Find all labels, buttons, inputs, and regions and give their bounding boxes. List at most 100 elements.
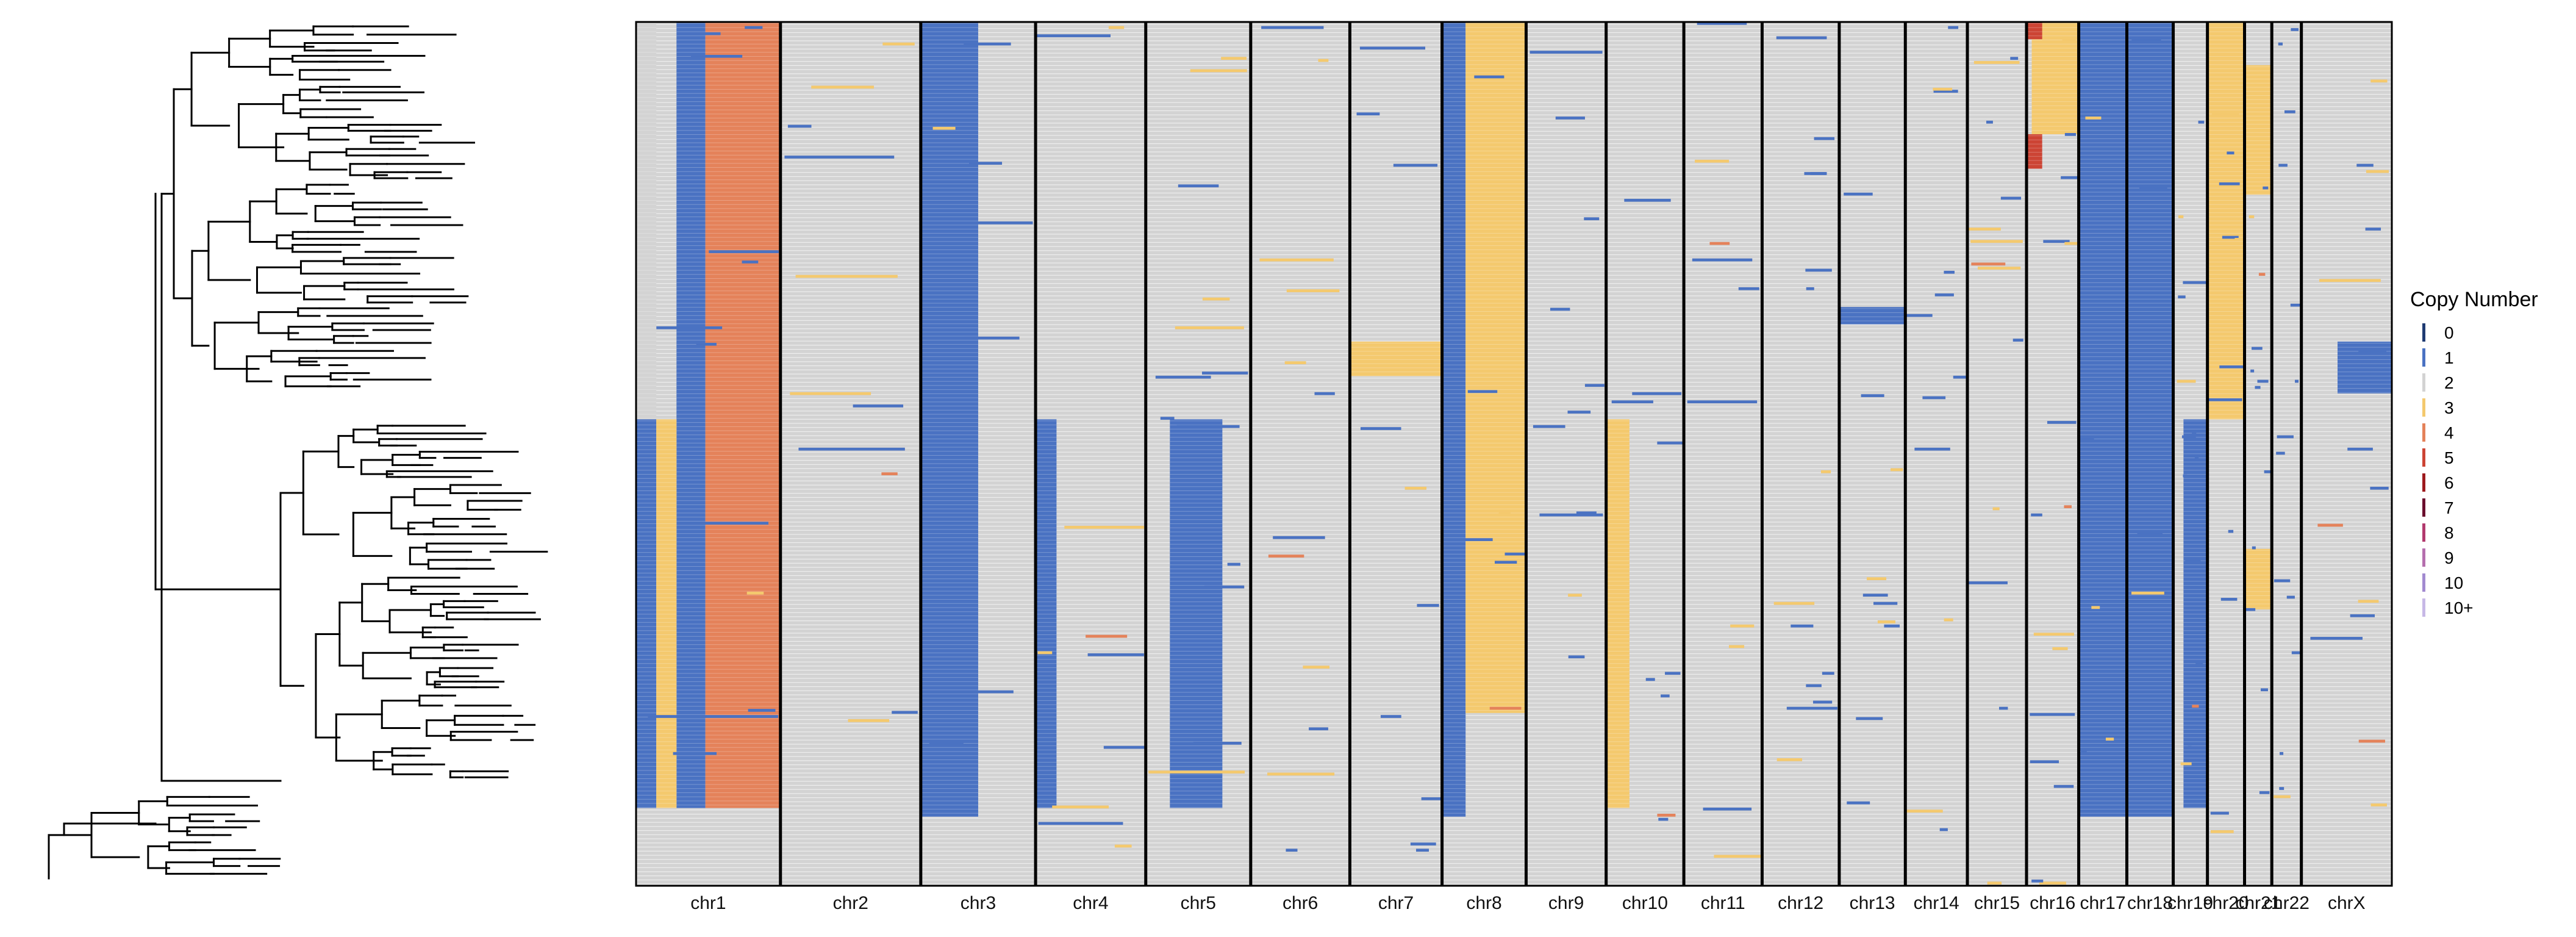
cn-block-row xyxy=(636,766,657,767)
cn-block-row xyxy=(2127,500,2174,501)
cn-block-row xyxy=(1170,523,1223,524)
cn-block-row xyxy=(1465,68,1526,70)
cn-block-row xyxy=(920,623,978,625)
sporadic-event xyxy=(1533,425,1565,428)
sporadic-event xyxy=(2145,414,2155,418)
cn-block-row xyxy=(2244,107,2272,109)
cn-block-row xyxy=(920,27,978,28)
cn-block-row xyxy=(656,531,677,533)
cn-block-row xyxy=(705,558,781,559)
cn-block-row xyxy=(920,631,978,633)
cn-block-row xyxy=(2127,623,2174,625)
cn-block-row xyxy=(636,478,657,479)
sporadic-event xyxy=(1227,562,1240,566)
cn-block-row xyxy=(1170,630,1223,631)
legend-entry-6: 6 xyxy=(2422,473,2454,492)
cn-block-row xyxy=(1442,385,1466,386)
cn-block-row xyxy=(705,747,781,748)
cn-block-row xyxy=(676,237,706,238)
cn-block-row xyxy=(705,23,781,24)
cn-block-row xyxy=(2031,27,2079,28)
sporadic-event xyxy=(673,752,717,755)
phylogenetic-tree xyxy=(48,25,548,880)
sporadic-event xyxy=(2105,209,2117,212)
cn-block-row xyxy=(2127,792,2174,793)
cn-block-row xyxy=(920,204,978,205)
cn-block-row xyxy=(1465,232,1526,234)
cn-block-row xyxy=(636,130,657,131)
cn-block-row xyxy=(1465,167,1526,168)
cn-block-row xyxy=(636,741,657,742)
cn-block-row xyxy=(676,734,706,736)
cn-block-row xyxy=(705,434,781,436)
cn-block-row xyxy=(705,237,781,238)
cn-block-row xyxy=(920,274,978,275)
cn-block-row xyxy=(656,544,677,545)
cn-block-row xyxy=(676,130,706,131)
cn-block-row xyxy=(1036,733,1057,734)
sporadic-event xyxy=(1114,844,1132,848)
legend-label: 6 xyxy=(2444,473,2454,492)
cn-block-row xyxy=(1036,478,1057,479)
cn-block-row xyxy=(1465,447,1526,448)
cell-row-line xyxy=(636,715,2392,716)
cn-block-chr17-16 xyxy=(2078,22,2127,818)
cn-block-row xyxy=(2244,99,2272,100)
cn-block-row xyxy=(1465,323,1526,325)
cn-block-row xyxy=(2078,154,2127,156)
cn-block-row xyxy=(2244,583,2272,584)
sporadic-event xyxy=(1906,314,1933,317)
cn-block-row xyxy=(705,265,781,267)
cn-block-row xyxy=(1036,766,1057,767)
cn-block-row xyxy=(676,566,706,567)
cn-block-row xyxy=(636,232,657,234)
cn-block-row xyxy=(636,733,657,734)
cn-block-row xyxy=(1465,631,1526,633)
cn-block-row xyxy=(1036,609,1057,611)
cn-block-row xyxy=(1465,426,1526,427)
cn-block-row xyxy=(1442,171,1466,172)
chromosome-label-chr17: chr17 xyxy=(2080,893,2126,913)
chromosome-label-chr10: chr10 xyxy=(1622,893,1668,913)
cn-block-row xyxy=(2207,167,2245,168)
cn-block-row xyxy=(1606,544,1630,545)
cn-block-row xyxy=(705,356,781,357)
cn-block-row xyxy=(920,171,978,172)
cn-block-row xyxy=(636,154,657,156)
cell-row-line xyxy=(636,719,2392,720)
cn-block-row xyxy=(676,232,706,234)
cn-block-row xyxy=(2078,520,2127,522)
cn-block-row xyxy=(1606,622,1630,623)
cn-block-row xyxy=(1465,35,1526,37)
cn-block-row xyxy=(2127,422,2174,423)
sporadic-event xyxy=(2043,240,2070,243)
sporadic-event xyxy=(2178,295,2186,299)
cn-block-row xyxy=(2078,401,2127,403)
cn-block-row xyxy=(676,43,706,45)
sporadic-event xyxy=(1987,881,2002,885)
cn-block-row xyxy=(705,467,781,468)
sporadic-event xyxy=(2031,513,2042,517)
cell-row-line xyxy=(636,875,2392,877)
cn-block-row xyxy=(1170,420,1223,422)
cn-block-row xyxy=(1036,720,1057,722)
sporadic-event xyxy=(2085,117,2102,120)
cn-block-row xyxy=(656,799,677,800)
cn-block-row xyxy=(705,130,781,131)
cn-block-row xyxy=(656,474,677,475)
cn-block-row xyxy=(2127,315,2174,316)
cn-block-row xyxy=(2031,130,2079,131)
cn-block-row xyxy=(676,64,706,65)
cn-block-row xyxy=(2078,356,2127,357)
sporadic-event xyxy=(1992,507,2000,511)
sporadic-event xyxy=(2279,787,2284,790)
cn-block-fill xyxy=(2078,22,2127,817)
sporadic-event xyxy=(2284,110,2295,113)
sporadic-event xyxy=(2358,739,2386,743)
cn-block-row xyxy=(2078,290,2127,292)
cn-block-row xyxy=(2183,650,2208,652)
cn-block-row xyxy=(1442,68,1466,70)
cn-block-row xyxy=(1442,504,1466,505)
cn-block-row xyxy=(2078,553,2127,555)
cn-block-row xyxy=(1036,786,1057,788)
